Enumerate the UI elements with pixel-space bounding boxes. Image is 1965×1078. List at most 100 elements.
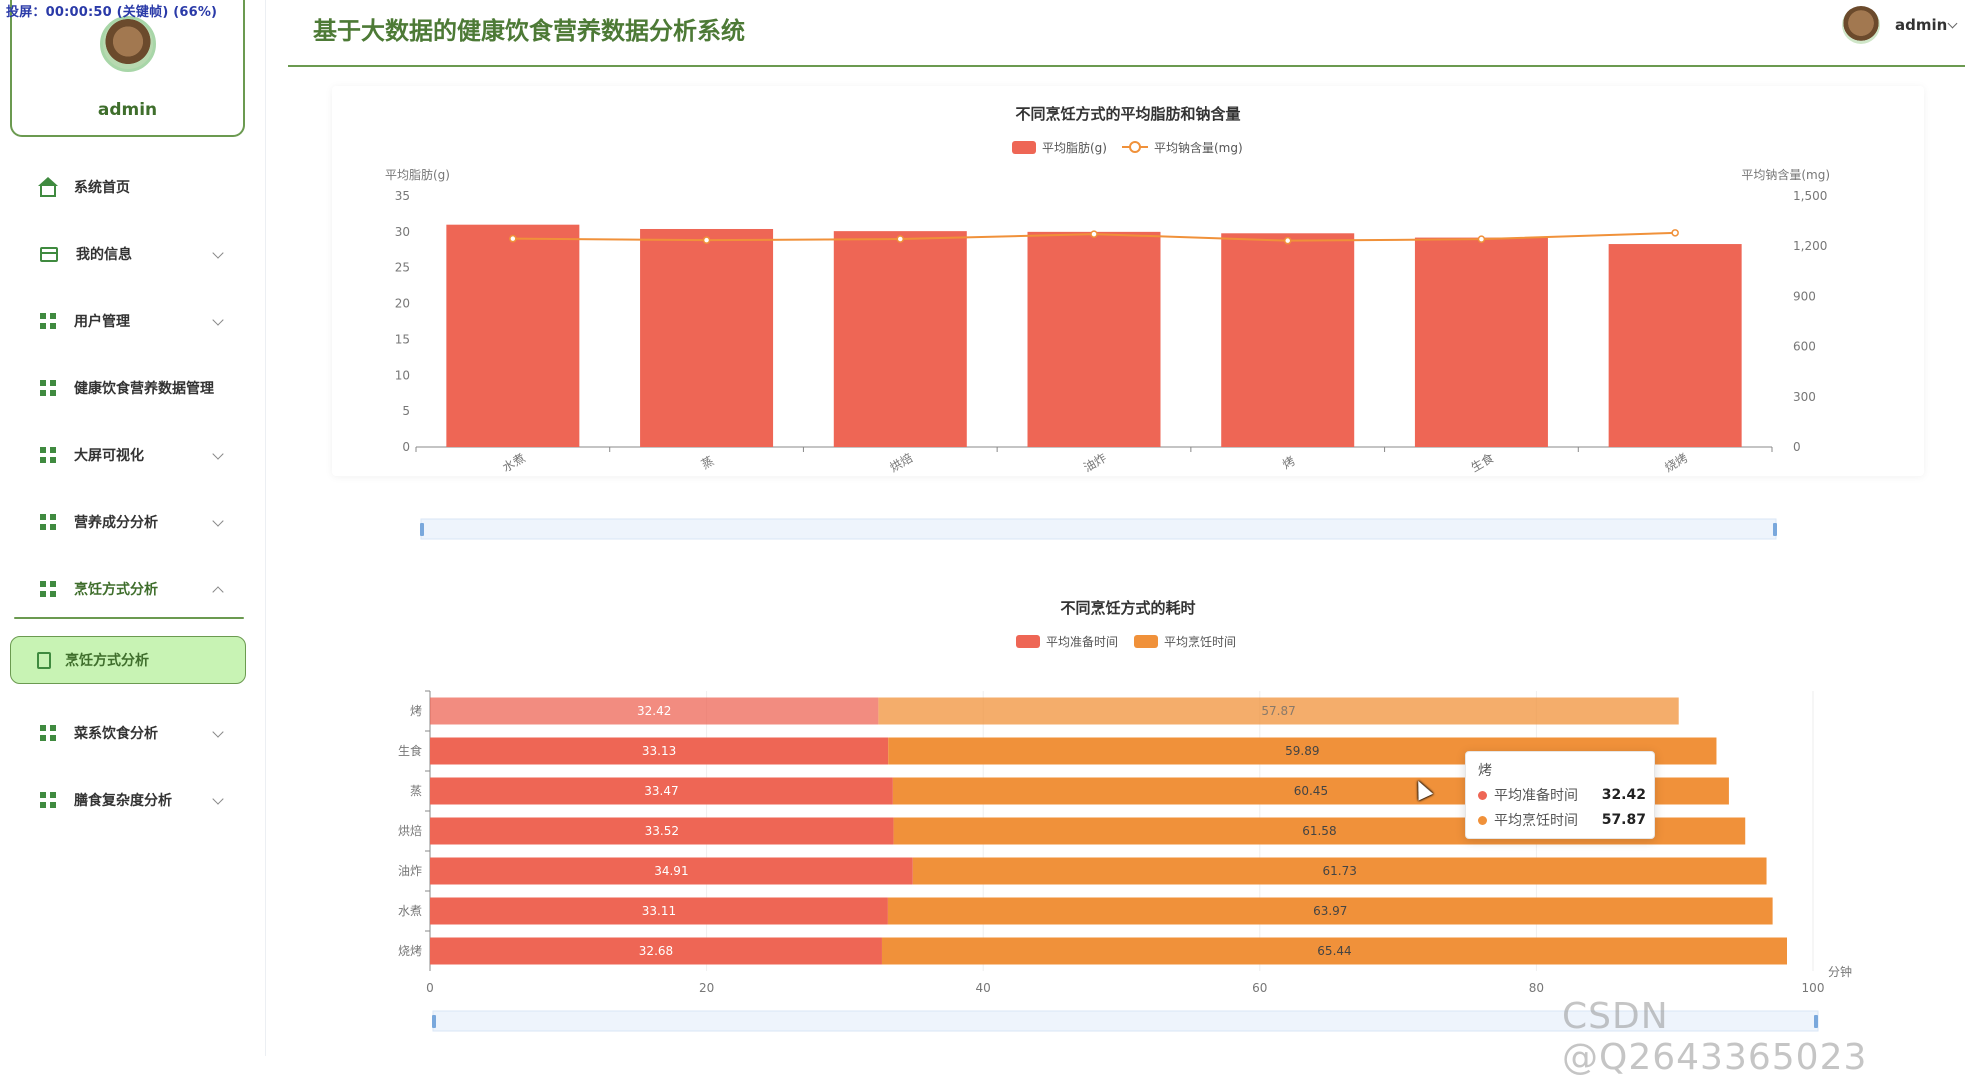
profile-card: admin xyxy=(10,0,245,137)
sidebar-item-user-management[interactable]: 用户管理 xyxy=(14,296,244,346)
y2-axis-label: 平均钠含量(mg) xyxy=(1741,167,1830,182)
x-tick-label: 油炸 xyxy=(1081,451,1109,475)
zoom-slider xyxy=(420,518,1777,540)
tooltip-value: 57.87 xyxy=(1601,812,1646,828)
y2-tick-label: 1,200 xyxy=(1793,239,1827,253)
submenu-item-cooking-analysis[interactable]: 烹饪方式分析 xyxy=(10,636,246,684)
avatar[interactable] xyxy=(100,16,156,72)
x-tick-label: 20 xyxy=(699,981,714,995)
header-divider xyxy=(288,65,1965,67)
bar xyxy=(446,224,580,447)
y-tick-label: 水煮 xyxy=(398,904,422,918)
x-tick-label: 100 xyxy=(1802,981,1825,995)
data-label: 61.58 xyxy=(1302,824,1336,838)
sidebar-item-big-screen[interactable]: 大屏可视化 xyxy=(14,430,244,480)
y-axis-label: 平均脂肪(g) xyxy=(385,167,450,182)
legend-label: 平均钠含量(mg) xyxy=(1154,140,1243,155)
y-tick-label: 25 xyxy=(395,261,410,275)
data-label: 34.91 xyxy=(654,864,688,878)
legend-dot-icon xyxy=(1478,815,1487,825)
legend-label: 平均烹饪时间 xyxy=(1164,634,1236,649)
bar-segment-cook xyxy=(878,697,1679,725)
line-point xyxy=(896,235,905,243)
sidebar-item-label: 健康饮食营养数据管理 xyxy=(74,381,214,397)
bar-segment-cook xyxy=(887,897,1773,925)
tooltip-label: 平均烹饪时间 xyxy=(1494,813,1578,829)
x-tick-label: 水煮 xyxy=(500,451,528,475)
profile-name: admin xyxy=(97,100,158,120)
line-point xyxy=(509,234,517,243)
y-tick-label: 烧烤 xyxy=(398,943,422,958)
grid-icon xyxy=(40,447,56,463)
sidebar-item-complexity-analysis[interactable]: 膳食复杂度分析 xyxy=(14,775,244,825)
legend-label: 平均准备时间 xyxy=(1046,635,1118,649)
y2-tick-label: 600 xyxy=(1793,340,1816,354)
data-label: 63.97 xyxy=(1313,904,1347,918)
id-card-icon xyxy=(40,246,58,262)
y2-tick-label: 0 xyxy=(1793,440,1801,454)
chart-title: 不同烹饪方式的耗时 xyxy=(1060,599,1195,617)
y-tick-label: 烤 xyxy=(410,703,422,718)
y2-tick-label: 1,500 xyxy=(1793,189,1827,203)
bar-segment-cook xyxy=(881,937,1787,965)
bar xyxy=(640,228,774,447)
y-tick-label: 油炸 xyxy=(398,864,422,878)
bar-segment-prep xyxy=(430,697,879,725)
legend-marker xyxy=(1129,141,1141,153)
y-tick-label: 20 xyxy=(395,297,410,311)
tooltip-row: 平均准备时间 32.42 xyxy=(1478,785,1646,805)
data-label: 61.73 xyxy=(1322,864,1356,878)
sidebar-item-label: 我的信息 xyxy=(76,247,132,263)
data-label: 33.13 xyxy=(642,744,676,758)
data-label: 33.52 xyxy=(645,824,679,838)
watermark: CSDN @Q2643365023 xyxy=(1562,996,1868,1078)
sidebar-item-my-info[interactable]: 我的信息 xyxy=(14,229,244,279)
home-icon xyxy=(38,176,58,197)
sidebar-item-cuisine-analysis[interactable]: 菜系饮食分析 xyxy=(14,708,244,758)
y-tick-label: 10 xyxy=(395,368,410,382)
bar-segment-cook xyxy=(912,857,1767,885)
zoom-handle-right xyxy=(1814,1015,1818,1028)
bar xyxy=(1608,244,1742,447)
sidebar-item-label: 大屏可视化 xyxy=(74,448,144,464)
grid-icon xyxy=(40,380,56,396)
submenu-item-label: 烹饪方式分析 xyxy=(65,653,149,669)
chart-tooltip: 烤 平均准备时间 32.42 平均烹饪时间 57.87 xyxy=(1465,751,1655,839)
x-tick-label: 0 xyxy=(426,981,434,995)
zoom-handle-left xyxy=(420,523,424,536)
menu-divider xyxy=(14,617,244,619)
y-tick-label: 蒸 xyxy=(410,784,422,798)
bar xyxy=(1414,237,1548,447)
legend-swatch xyxy=(1016,635,1040,648)
grid-icon xyxy=(40,581,56,597)
bar-segment-prep xyxy=(430,817,894,845)
y-tick-label: 35 xyxy=(395,189,410,203)
sidebar-item-nutrition-data[interactable]: 健康饮食营养数据管理 xyxy=(14,363,244,413)
x-tick-label: 60 xyxy=(1252,981,1267,995)
sidebar-item-label: 系统首页 xyxy=(74,180,130,196)
legend-label: 平均脂肪(g) xyxy=(1042,140,1107,155)
sidebar-item-cooking-analysis[interactable]: 烹饪方式分析 xyxy=(14,564,244,614)
data-label: 32.68 xyxy=(639,944,673,958)
grid-icon xyxy=(40,514,56,530)
y2-tick-label: 300 xyxy=(1793,390,1816,404)
y2-tick-label: 900 xyxy=(1793,289,1816,303)
x-tick-label: 生食 xyxy=(1468,450,1496,475)
user-avatar[interactable] xyxy=(1842,6,1880,44)
sidebar-item-home[interactable]: 系统首页 xyxy=(14,162,244,212)
y-tick-label: 生食 xyxy=(398,743,422,758)
line-point xyxy=(1671,229,1679,237)
sidebar-item-label: 营养成分分析 xyxy=(74,515,158,531)
x-axis-label: 分钟 xyxy=(1828,964,1852,979)
data-label: 65.44 xyxy=(1317,944,1351,958)
data-label: 32.42 xyxy=(637,704,671,718)
data-label: 57.87 xyxy=(1261,704,1295,718)
zoom-handle-left xyxy=(432,1015,436,1028)
legend-dot-icon xyxy=(1478,790,1487,800)
tooltip-label: 平均准备时间 xyxy=(1494,788,1578,804)
y-tick-label: 0 xyxy=(402,440,410,454)
user-menu-name[interactable]: admin xyxy=(1895,16,1948,34)
sidebar-item-nutrient-analysis[interactable]: 营养成分分析 xyxy=(14,497,244,547)
x-tick-label: 烤 xyxy=(1280,453,1298,472)
sidebar-item-label: 烹饪方式分析 xyxy=(74,582,158,598)
